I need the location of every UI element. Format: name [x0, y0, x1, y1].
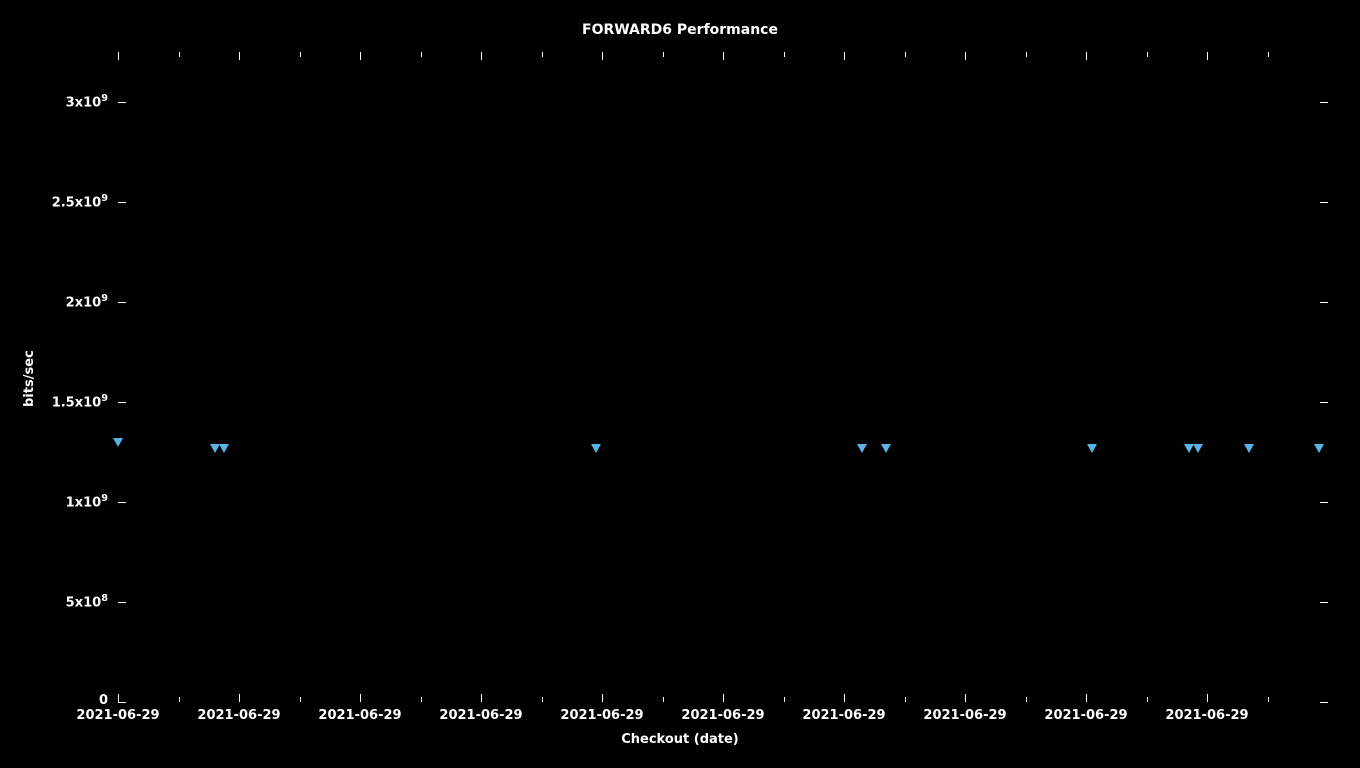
performance-chart: FORWARD6 Performance bits/sec Checkout (…: [0, 0, 1360, 768]
data-point: [1244, 444, 1254, 453]
x-minor-tick-mark: [542, 697, 543, 702]
data-point: [1193, 444, 1203, 453]
x-minor-tick-mark: [1026, 52, 1027, 57]
x-tick-mark: [1207, 694, 1208, 702]
x-minor-tick-mark: [1268, 697, 1269, 702]
y-tick-mark: [118, 602, 126, 603]
data-point: [1087, 444, 1097, 453]
x-minor-tick-mark: [300, 697, 301, 702]
y-tick-label: 2x109: [8, 293, 108, 310]
y-tick-mark: [1320, 502, 1328, 503]
x-tick-mark: [1086, 52, 1087, 60]
y-tick-label: 5x108: [8, 593, 108, 610]
x-minor-tick-mark: [663, 52, 664, 57]
y-tick-label: 2.5x109: [8, 193, 108, 210]
x-tick-label: 2021-06-29: [794, 708, 894, 723]
x-tick-label: 2021-06-29: [431, 708, 531, 723]
x-tick-label: 2021-06-29: [552, 708, 652, 723]
x-tick-label: 2021-06-29: [68, 708, 168, 723]
y-tick-label: 3x109: [8, 93, 108, 110]
y-tick-mark: [118, 202, 126, 203]
x-tick-label: 2021-06-29: [673, 708, 773, 723]
data-point: [1314, 444, 1324, 453]
x-tick-label: 2021-06-29: [310, 708, 410, 723]
x-tick-label: 2021-06-29: [1036, 708, 1136, 723]
x-tick-mark: [602, 694, 603, 702]
x-tick-mark: [1086, 694, 1087, 702]
data-point: [113, 438, 123, 447]
x-tick-mark: [723, 52, 724, 60]
x-minor-tick-mark: [179, 52, 180, 57]
x-minor-tick-mark: [421, 697, 422, 702]
y-tick-mark: [1320, 402, 1328, 403]
x-tick-mark: [118, 52, 119, 60]
x-minor-tick-mark: [1147, 697, 1148, 702]
y-tick-mark: [1320, 102, 1328, 103]
x-tick-mark: [723, 694, 724, 702]
x-tick-mark: [965, 52, 966, 60]
x-tick-mark: [360, 52, 361, 60]
x-tick-mark: [481, 52, 482, 60]
x-minor-tick-mark: [663, 697, 664, 702]
y-tick-mark: [1320, 202, 1328, 203]
x-tick-mark: [239, 694, 240, 702]
y-tick-mark: [1320, 302, 1328, 303]
x-minor-tick-mark: [179, 697, 180, 702]
data-point: [591, 444, 601, 453]
y-tick-mark: [118, 102, 126, 103]
chart-title: FORWARD6 Performance: [0, 22, 1360, 38]
y-tick-mark: [1320, 702, 1328, 703]
x-minor-tick-mark: [784, 52, 785, 57]
data-point: [219, 444, 229, 453]
x-minor-tick-mark: [1147, 52, 1148, 57]
x-tick-mark: [1207, 52, 1208, 60]
y-tick-label: 1.5x109: [8, 393, 108, 410]
x-minor-tick-mark: [784, 697, 785, 702]
x-tick-mark: [965, 694, 966, 702]
x-tick-mark: [360, 694, 361, 702]
y-tick-mark: [118, 402, 126, 403]
x-tick-mark: [118, 694, 119, 702]
y-tick-mark: [118, 702, 126, 703]
x-minor-tick-mark: [542, 52, 543, 57]
x-minor-tick-mark: [1026, 697, 1027, 702]
x-minor-tick-mark: [421, 52, 422, 57]
x-axis-label: Checkout (date): [0, 732, 1360, 747]
plot-area: 05x1081x1091.5x1092x1092.5x1093x1092021-…: [118, 52, 1328, 702]
x-tick-label: 2021-06-29: [1157, 708, 1257, 723]
x-minor-tick-mark: [300, 52, 301, 57]
y-tick-mark: [118, 302, 126, 303]
data-point: [881, 444, 891, 453]
y-tick-mark: [118, 502, 126, 503]
x-tick-mark: [481, 694, 482, 702]
y-tick-label: 0: [8, 693, 108, 708]
x-tick-label: 2021-06-29: [915, 708, 1015, 723]
y-tick-mark: [1320, 602, 1328, 603]
data-point: [857, 444, 867, 453]
x-tick-mark: [602, 52, 603, 60]
x-tick-label: 2021-06-29: [189, 708, 289, 723]
x-tick-mark: [239, 52, 240, 60]
x-tick-mark: [844, 52, 845, 60]
x-minor-tick-mark: [1268, 52, 1269, 57]
x-minor-tick-mark: [905, 52, 906, 57]
x-tick-mark: [844, 694, 845, 702]
y-tick-label: 1x109: [8, 493, 108, 510]
x-minor-tick-mark: [905, 697, 906, 702]
